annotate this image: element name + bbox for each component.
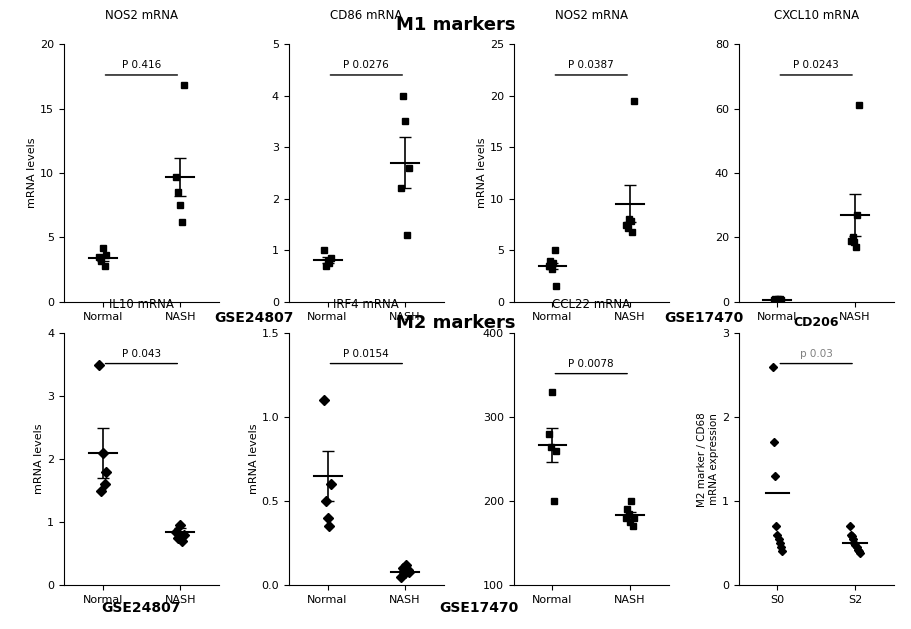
Text: GSE17470: GSE17470 [439, 601, 517, 615]
Title: NOS2 mRNA: NOS2 mRNA [554, 9, 627, 22]
Title: CXCL10 mRNA: CXCL10 mRNA [773, 9, 858, 22]
Title: CCL22 mRNA: CCL22 mRNA [551, 298, 630, 311]
Title: IRF4 mRNA: IRF4 mRNA [333, 298, 399, 311]
Title: CD206: CD206 [793, 316, 838, 330]
Text: p 0.03: p 0.03 [799, 348, 832, 359]
Text: P 0.0276: P 0.0276 [343, 60, 389, 70]
Y-axis label: mRNA levels: mRNA levels [476, 138, 486, 208]
Text: P 0.0387: P 0.0387 [568, 60, 613, 70]
Text: M1 markers: M1 markers [395, 16, 516, 34]
Text: P 0.0078: P 0.0078 [568, 359, 613, 369]
Text: P 0.043: P 0.043 [122, 348, 160, 359]
Text: GSE24807: GSE24807 [102, 601, 181, 615]
Title: CD86 mRNA: CD86 mRNA [330, 9, 402, 22]
Text: P 0.416: P 0.416 [122, 60, 161, 70]
Y-axis label: M2 marker / CD68
mRNA expression: M2 marker / CD68 mRNA expression [697, 412, 718, 506]
Y-axis label: mRNA levels: mRNA levels [249, 424, 259, 494]
Text: GSE17470: GSE17470 [663, 311, 742, 325]
Title: IL10 mRNA: IL10 mRNA [108, 298, 174, 311]
Y-axis label: mRNA levels: mRNA levels [27, 138, 37, 208]
Text: P 0.0154: P 0.0154 [343, 348, 389, 359]
Text: M2 markers: M2 markers [395, 314, 516, 333]
Text: GSE24807: GSE24807 [214, 311, 293, 325]
Title: NOS2 mRNA: NOS2 mRNA [105, 9, 178, 22]
Text: P 0.0243: P 0.0243 [793, 60, 838, 70]
Y-axis label: mRNA levels: mRNA levels [35, 424, 44, 494]
